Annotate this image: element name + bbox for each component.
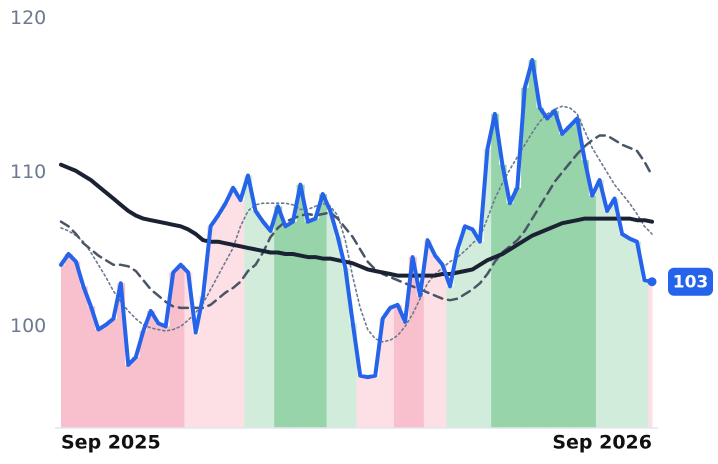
area-bar [64, 254, 73, 428]
area-bar [483, 149, 492, 428]
area-bar [184, 272, 193, 428]
area-bar [565, 126, 574, 429]
area-bar [161, 326, 170, 428]
area-bar [625, 238, 634, 428]
area-bar [595, 180, 604, 428]
area-bar [408, 257, 417, 428]
area-bar [640, 280, 649, 428]
area-bar [102, 324, 111, 428]
x-tick-label: Sep 2026 [552, 432, 652, 454]
area-bar [191, 332, 200, 428]
area-bar [401, 321, 410, 428]
average-line [59, 162, 654, 278]
area-bar [221, 203, 230, 428]
area-bar [311, 218, 320, 428]
value-label: 103 [673, 273, 709, 293]
area-bar [633, 241, 642, 428]
area-bar [438, 264, 447, 428]
area-bar [259, 221, 268, 428]
y-tick-label: 110 [10, 161, 46, 183]
area-bar [386, 307, 395, 428]
area-bar [498, 164, 507, 428]
area-bar [536, 107, 545, 429]
area-bar [610, 198, 619, 428]
area-bar [109, 318, 118, 428]
area-bar [580, 160, 589, 428]
area-bar [87, 306, 96, 428]
area-bar [176, 264, 185, 428]
area-bar [476, 241, 485, 428]
price-line [59, 58, 654, 380]
area-bar [304, 221, 313, 428]
area-bar [648, 281, 653, 428]
area-bar [461, 226, 470, 428]
area-bar [573, 118, 582, 429]
area-bar [139, 331, 148, 428]
area-bar [117, 283, 126, 428]
area-bar [431, 255, 440, 428]
area-bar [236, 200, 245, 428]
area-bar [289, 221, 298, 428]
area-bar [423, 240, 432, 428]
area-bar [558, 133, 567, 428]
area-bar [453, 249, 462, 428]
area-bar [229, 187, 238, 428]
area-bar [356, 375, 365, 428]
y-tick-label: 100 [10, 315, 46, 337]
area-bar [603, 210, 612, 428]
area-bar [371, 375, 380, 428]
area-bar [521, 87, 530, 428]
area-bar [551, 110, 559, 428]
area-bar [132, 357, 141, 428]
area-bar [393, 304, 402, 428]
area-bar [154, 323, 163, 428]
area-bar [618, 234, 627, 428]
area-bar [124, 364, 133, 428]
area-bar [61, 264, 66, 428]
area-bar [94, 329, 103, 428]
area-bar [266, 230, 275, 428]
area-bar [588, 195, 597, 428]
area-bar [334, 237, 343, 428]
area-bar [446, 286, 455, 428]
area-bar [513, 187, 522, 428]
area-bar [349, 323, 357, 428]
area-bar [326, 210, 335, 428]
area-bar [506, 203, 515, 428]
area-bar [378, 318, 387, 428]
area-bar [319, 193, 328, 428]
area-bar [296, 184, 305, 428]
area-bar [251, 210, 260, 428]
area-bar [528, 60, 537, 429]
area-bar [169, 272, 178, 428]
average-line [59, 134, 654, 310]
value-badge [668, 267, 713, 296]
area-bar [491, 113, 500, 429]
area-bar [147, 310, 156, 428]
area-bar [281, 226, 290, 428]
area-bar [416, 295, 425, 428]
x-tick-label: Sep 2025 [61, 432, 161, 454]
area-bar [199, 295, 208, 428]
area-bar [72, 261, 81, 428]
y-tick-label: 120 [10, 7, 46, 29]
area-bar [543, 118, 552, 429]
area-bar [341, 267, 350, 428]
area-bar [79, 286, 88, 428]
area-bar [214, 215, 223, 428]
area-bar [244, 175, 253, 428]
area-bar [363, 377, 372, 428]
area-bar [468, 229, 477, 428]
last-dot [647, 277, 657, 287]
area-bar [206, 226, 215, 428]
area-bar [274, 206, 283, 428]
